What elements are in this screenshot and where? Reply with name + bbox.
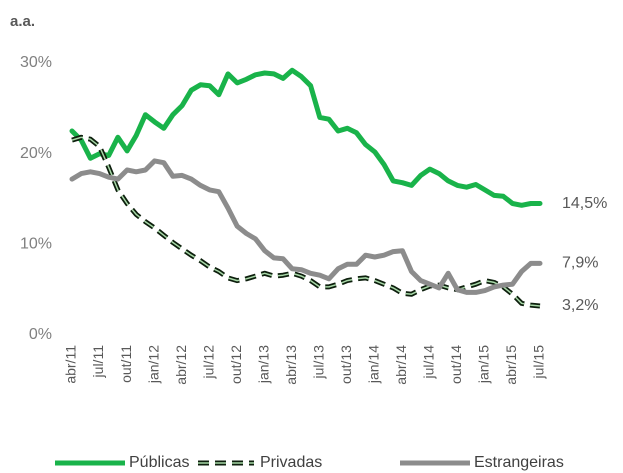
x-tick-label: abr/15 xyxy=(503,345,519,385)
y-tick-label: 10% xyxy=(20,236,52,253)
series-line xyxy=(71,134,541,309)
value-label: 3,2% xyxy=(562,297,598,314)
x-tick-label: out/13 xyxy=(338,345,354,384)
x-tick-label: abr/13 xyxy=(283,345,299,385)
x-tick-label: jan/12 xyxy=(145,345,161,384)
x-tick-label: abr/11 xyxy=(63,345,79,384)
series-line xyxy=(69,67,543,208)
x-tick-label: abr/12 xyxy=(173,345,189,385)
y-tick-label: 20% xyxy=(20,145,52,162)
legend-label: Estrangeiras xyxy=(474,454,564,471)
x-tick-label: jul/12 xyxy=(200,345,216,380)
value-label: 14,5% xyxy=(562,195,607,212)
x-tick-label: jul/11 xyxy=(90,345,106,379)
x-tick-label: jan/15 xyxy=(476,345,492,384)
x-tick-label: jan/14 xyxy=(366,345,382,384)
legend-label: Públicas xyxy=(129,454,189,471)
x-tick-label: jan/13 xyxy=(255,345,271,384)
legend-label: Privadas xyxy=(260,454,322,471)
value-label: 7,9% xyxy=(562,255,598,272)
x-tick-label: jul/14 xyxy=(421,345,437,380)
x-tick-label: jul/15 xyxy=(531,345,547,380)
series-line xyxy=(69,158,543,295)
y-tick-label: 30% xyxy=(20,54,52,71)
series-line-inner xyxy=(71,136,541,307)
x-tick-label: out/12 xyxy=(228,345,244,384)
x-tick-label: out/14 xyxy=(448,345,464,384)
x-tick-label: abr/14 xyxy=(393,345,409,385)
y-tick-label: 0% xyxy=(29,326,52,343)
x-tick-label: out/11 xyxy=(118,345,134,383)
chart-title: a.a. xyxy=(10,13,35,30)
x-tick-label: jul/13 xyxy=(310,345,326,380)
